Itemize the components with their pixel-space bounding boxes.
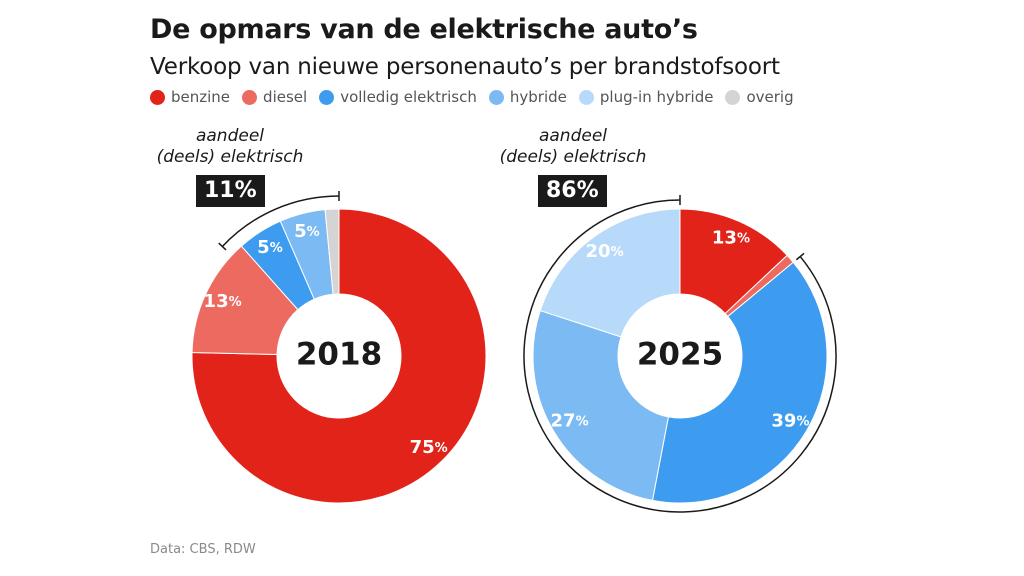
slice-value-label: 75%: [410, 437, 448, 458]
donut-chart-2025: 13% 39% 27% 20% 2025: [523, 195, 837, 513]
slice-hybride: [532, 309, 669, 501]
legend-swatch: [578, 89, 594, 105]
share-label-line1: aandeel: [538, 126, 608, 146]
legend-item-volledig-elektrisch: volledig elektrisch: [319, 88, 477, 106]
share-label-line1: aandeel: [195, 126, 265, 146]
chart-title: De opmars van de elektrische auto’s: [150, 14, 698, 45]
slice-value-label: 13%: [204, 291, 242, 312]
share-value-2018: 11%: [196, 175, 265, 207]
legend-item-benzine: benzine: [150, 88, 230, 106]
legend-label: overig: [746, 88, 794, 106]
legend-swatch: [725, 89, 741, 105]
legend-item-hybride: hybride: [488, 88, 567, 106]
share-label-2025: aandeel (deels) elektrisch: [473, 126, 673, 168]
slice-value-label: 5%: [257, 237, 283, 258]
slice-benzine: [191, 208, 487, 504]
slice-plug-in-hybride: [539, 208, 681, 338]
slice-overig: [324, 208, 340, 295]
legend-item-overig: overig: [725, 88, 794, 106]
legend-swatch: [319, 89, 335, 105]
source-note: Data: CBS, RDW: [150, 542, 256, 557]
share-bracket-tick: [795, 252, 805, 261]
share-label-line2: (deels) elektrisch: [156, 147, 304, 167]
share-bracket-arc: [523, 199, 837, 513]
slice-value-label: 39%: [771, 410, 809, 431]
slice-value-label: 27%: [551, 410, 589, 431]
year-label: 2018: [296, 337, 382, 373]
legend-swatch: [150, 89, 165, 105]
slice-value-label: 5%: [294, 221, 320, 242]
legend-label: volledig elektrisch: [340, 88, 477, 106]
legend-label: diesel: [263, 88, 308, 106]
share-label-2018: aandeel (deels) elektrisch: [130, 126, 330, 168]
legend-swatch: [488, 89, 504, 105]
share-value-2025: 86%: [538, 175, 607, 207]
share-bracket-arc: [221, 195, 340, 247]
legend-item-plug-in-hybride: plug-in hybride: [578, 88, 714, 106]
slice-volledig-elektrisch: [651, 261, 828, 504]
slice-value-label: 13%: [712, 227, 750, 248]
legend-label: hybride: [509, 88, 567, 106]
donut-chart-2018: 75% 13% 5% 5% 2018: [191, 191, 487, 504]
chart-subtitle: Verkoop van nieuwe personenauto’s per br…: [150, 54, 780, 80]
legend-label: benzine: [171, 88, 231, 106]
share-label-line2: (deels) elektrisch: [499, 147, 647, 167]
legend: benzine diesel volledig elektrisch hybri…: [150, 88, 794, 106]
share-bracket-tick: [218, 242, 227, 251]
legend-item-diesel: diesel: [242, 88, 307, 106]
slice-value-label: 20%: [586, 241, 624, 262]
legend-swatch: [242, 89, 258, 105]
legend-label: plug-in hybride: [599, 88, 714, 106]
year-label: 2025: [637, 337, 723, 373]
